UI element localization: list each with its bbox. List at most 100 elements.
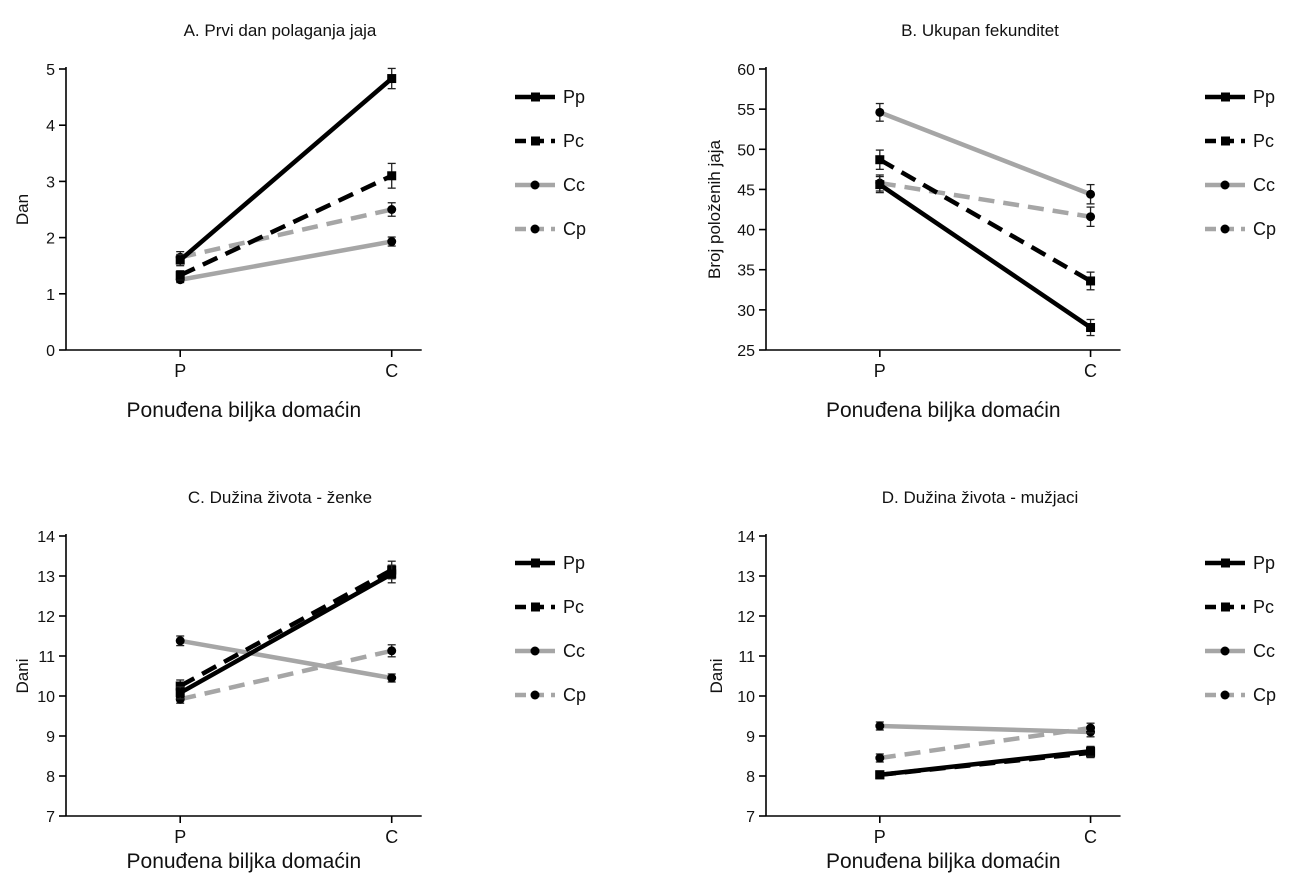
series-Cc — [175, 635, 397, 683]
series-line-Pc — [179, 173, 393, 278]
chart-panel-3: D. Dužina života - mužjaci 7 8 9 10 11 12 13 14 P… — [707, 488, 1276, 873]
legend-marker — [531, 92, 540, 102]
legend-label: Cp — [563, 685, 586, 705]
x-tick-label: C — [385, 361, 398, 381]
chart-title: D. Dužina života - mužjaci — [882, 488, 1079, 507]
legend-entry-Pp: Pp — [515, 87, 585, 107]
x-tick-label: P — [174, 827, 186, 847]
series-line-Cp — [179, 648, 393, 702]
legend-entry-Pc: Pc — [1205, 131, 1274, 151]
legend-marker — [1220, 180, 1230, 190]
legend-label: Pp — [563, 87, 585, 107]
legend-label: Pc — [1253, 131, 1274, 151]
legend-marker — [1221, 136, 1230, 146]
legend-label: Pp — [1253, 553, 1275, 573]
legend-marker — [1221, 92, 1230, 102]
x-tick-label: C — [1084, 827, 1097, 847]
data-point — [875, 155, 885, 165]
y-tick-label: 9 — [746, 729, 755, 746]
series-line-Cp — [179, 207, 393, 260]
data-point — [875, 107, 885, 117]
legend-marker — [530, 646, 540, 656]
x-axis-label: Ponuđena biljka domaćin — [826, 399, 1061, 422]
data-point — [387, 673, 397, 683]
legend-marker — [531, 558, 540, 568]
y-tick-label: 10 — [737, 689, 755, 706]
chart-panel-2: C. Dužina života - ženke 7 8 9 10 11 12 13 14 P C P… — [13, 488, 586, 873]
y-tick-label: 50 — [737, 142, 755, 159]
legend-entry-Pp: Pp — [515, 553, 585, 573]
y-tick-label: 10 — [37, 689, 55, 706]
data-point — [875, 753, 885, 763]
y-axis-label: Dan — [13, 194, 32, 225]
legend-marker — [531, 602, 540, 612]
legend-label: Cc — [1253, 175, 1275, 195]
y-tick-label: 45 — [737, 182, 755, 199]
legend-entry-Pp: Pp — [1205, 87, 1275, 107]
y-axis-label: Dani — [13, 659, 32, 694]
legend-label: Cp — [563, 219, 586, 239]
chart-panel-1: B. Ukupan fekunditet 25 30 35 40 45 50 55 60 P C Po… — [705, 21, 1276, 422]
series-line-Cc — [179, 638, 393, 681]
data-point — [387, 237, 397, 247]
y-tick-label: 1 — [46, 287, 55, 304]
legend-marker — [530, 180, 540, 190]
y-tick-label: 13 — [37, 569, 55, 586]
legend-marker — [530, 690, 540, 700]
legend-label: Cc — [563, 641, 585, 661]
series-Pp — [175, 564, 397, 700]
data-point — [1086, 746, 1096, 756]
legend-entry-Pc: Pc — [515, 131, 584, 151]
y-tick-label: 13 — [737, 569, 755, 586]
y-tick-label: 14 — [737, 529, 755, 546]
data-point — [1086, 723, 1096, 733]
data-point — [387, 646, 397, 656]
legend-marker — [1221, 602, 1230, 612]
y-tick-label: 55 — [737, 102, 755, 119]
legend-entry-Cp: Cp — [515, 685, 586, 705]
x-axis-label: Ponuđena biljka domaćin — [127, 399, 362, 422]
series-line-Pp — [179, 572, 393, 695]
x-tick-label: P — [874, 361, 886, 381]
legend-label: Cp — [1253, 685, 1276, 705]
legend-label: Cc — [563, 175, 585, 195]
data-point — [875, 770, 885, 780]
series-Cc — [875, 102, 1096, 205]
series-Pp — [175, 67, 397, 267]
x-tick-label: C — [385, 827, 398, 847]
legend-entry-Cp: Cp — [1205, 685, 1276, 705]
data-point — [875, 721, 885, 731]
x-tick-label: C — [1084, 361, 1097, 381]
legend-entry-Cc: Cc — [1205, 641, 1275, 661]
chart-panel-0: A. Prvi dan polaganja jaja 0 1 2 3 4 5 P C Ponuđe… — [13, 21, 586, 422]
legend-entry-Pc: Pc — [515, 597, 584, 617]
y-tick-label: 4 — [46, 118, 55, 135]
data-point — [1086, 276, 1096, 286]
y-tick-label: 9 — [46, 729, 55, 746]
series-Cc — [875, 721, 1096, 738]
chart-title: B. Ukupan fekunditet — [901, 21, 1059, 40]
series-Pp — [875, 175, 1096, 337]
y-tick-label: 30 — [737, 303, 755, 320]
series-line-Pp — [178, 76, 394, 262]
series-Pp — [875, 745, 1096, 780]
legend-marker — [1220, 690, 1230, 700]
legend-marker — [530, 224, 540, 234]
y-tick-label: 11 — [738, 649, 755, 666]
series-line-Pc — [878, 157, 1092, 283]
series-line-Cp — [879, 180, 1091, 219]
legend-entry-Pc: Pc — [1205, 597, 1274, 617]
y-tick-label: 40 — [737, 223, 755, 240]
data-point — [875, 180, 885, 190]
y-tick-label: 25 — [737, 343, 755, 360]
legend-label: Pc — [1253, 597, 1274, 617]
data-point — [1086, 323, 1096, 333]
data-point — [387, 205, 397, 214]
legend-entry-Pp: Pp — [1205, 553, 1275, 573]
y-tick-label: 8 — [46, 769, 55, 786]
y-tick-label: 0 — [46, 343, 55, 360]
legend-marker — [1220, 224, 1230, 234]
legend-marker — [1220, 646, 1230, 656]
legend-label: Pc — [563, 131, 584, 151]
